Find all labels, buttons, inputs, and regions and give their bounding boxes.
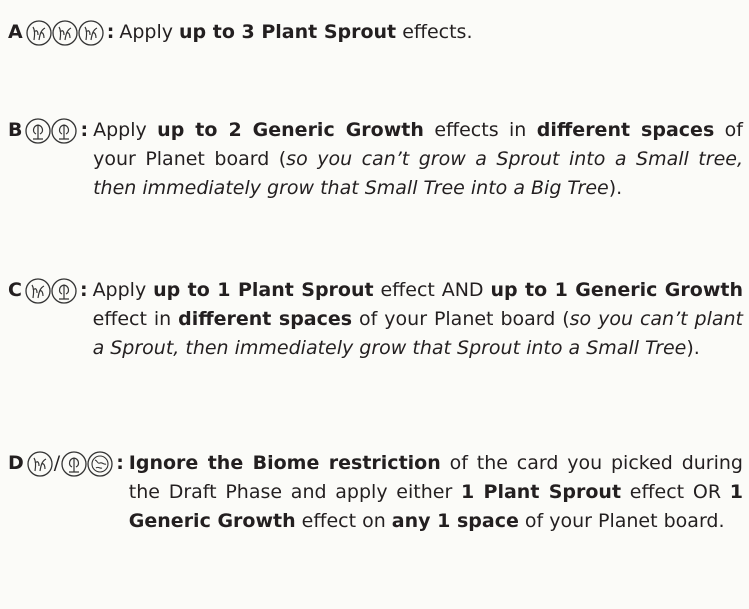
rule-head: B : (8, 116, 93, 203)
text: effect OR (621, 481, 730, 503)
rule-letter: A (8, 18, 23, 47)
text: of your Planet board. (519, 510, 725, 532)
separator: : (80, 276, 88, 305)
icon-separator: / (54, 449, 60, 478)
text: effect AND (374, 279, 491, 301)
growth-icon (61, 451, 87, 477)
growth-icon (51, 118, 77, 144)
separator: : (116, 449, 124, 478)
bold-text: 1 Plant Sprout (461, 481, 621, 503)
text: effect in (93, 308, 179, 330)
rule-head: C : (8, 276, 93, 363)
bold-text: Ignore the Biome restriction (129, 452, 441, 474)
bold-text: different spaces (178, 308, 352, 330)
sprout-icon (52, 20, 78, 46)
sprout-icon (27, 451, 53, 477)
text: effects in (424, 119, 537, 141)
rule-letter: B (8, 116, 22, 145)
rule-a: A : Apply up to 3 Plant Sprout effects. (8, 18, 743, 47)
bold-text: any 1 space (392, 510, 519, 532)
growth-icon (51, 278, 77, 304)
sprout-icon (78, 20, 104, 46)
bold-text: up to 2 Generic Growth (157, 119, 424, 141)
separator: : (80, 116, 88, 145)
growth-icon (25, 118, 51, 144)
bold-text: different spaces (537, 119, 714, 141)
rule-text: Apply up to 2 Generic Growth effects in … (93, 116, 743, 203)
text: Apply (93, 119, 157, 141)
rule-head: A : (8, 18, 119, 47)
rule-text: Ignore the Biome restriction of the card… (129, 449, 743, 536)
text: effects. (396, 21, 472, 43)
rule-d: D / : Ignore the Biome restriction of th… (8, 449, 743, 536)
rule-head: D / : (8, 449, 129, 536)
bold-text: up to 1 Generic Growth (490, 279, 743, 301)
text: ). (609, 177, 622, 199)
sprout-icon (25, 278, 51, 304)
bold-text: up to 1 Plant Sprout (153, 279, 374, 301)
rule-text: Apply up to 3 Plant Sprout effects. (119, 18, 743, 47)
rule-c: C : Apply up to 1 Plant Sprout effect AN… (8, 276, 743, 363)
text: effect on (296, 510, 392, 532)
text: ). (686, 337, 699, 359)
globe-icon (87, 451, 113, 477)
rule-letter: D (8, 449, 24, 478)
rule-b: B : Apply up to 2 Generic Growth effects… (8, 116, 743, 203)
sprout-icon (26, 20, 52, 46)
text: Apply (93, 279, 154, 301)
text: Apply (119, 21, 179, 43)
rule-text: Apply up to 1 Plant Sprout effect AND up… (93, 276, 743, 363)
rule-letter: C (8, 276, 22, 305)
bold-text: up to 3 Plant Sprout (179, 21, 396, 43)
text: of your Planet board ( (352, 308, 570, 330)
page: A : Apply up to 3 Plant Sprout effects. … (0, 0, 749, 609)
separator: : (107, 18, 115, 47)
